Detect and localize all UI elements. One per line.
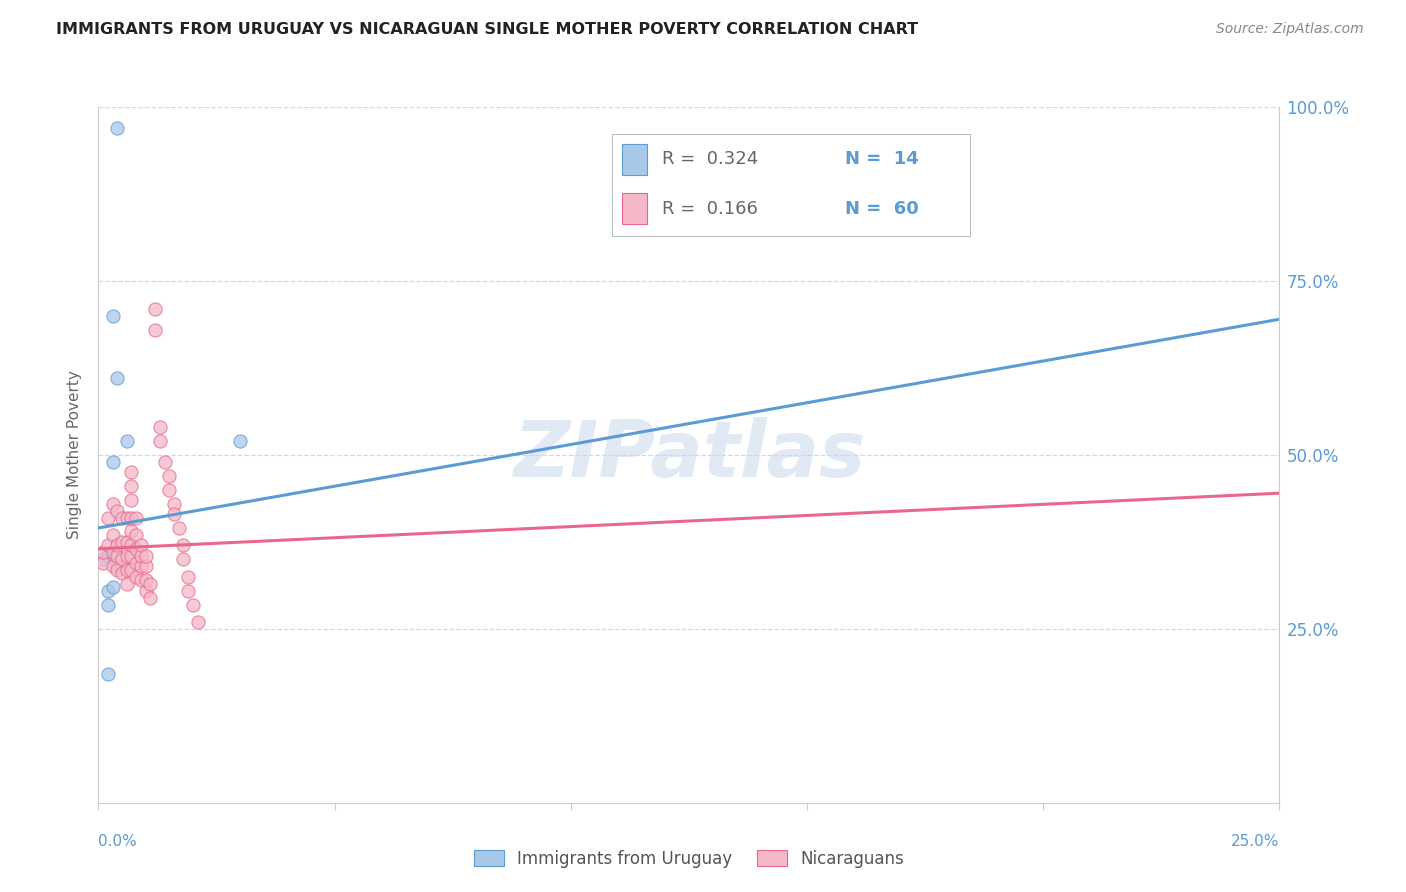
Point	[125, 556, 148, 570]
Point	[121, 538, 143, 552]
Point	[105, 559, 128, 574]
Point	[167, 521, 190, 535]
Point	[97, 549, 120, 563]
Y-axis label: Single Mother Poverty: Single Mother Poverty	[67, 370, 83, 540]
Text: Source: ZipAtlas.com: Source: ZipAtlas.com	[1216, 22, 1364, 37]
Point	[125, 510, 148, 524]
Point	[111, 552, 134, 566]
Point	[91, 552, 114, 566]
Text: N =  14: N = 14	[845, 151, 918, 169]
Point	[97, 510, 120, 524]
Point	[97, 583, 120, 598]
Point	[121, 524, 143, 539]
Point	[149, 434, 172, 448]
Point	[121, 493, 143, 508]
Point	[229, 434, 252, 448]
Point	[135, 573, 157, 587]
Point	[97, 538, 120, 552]
Point	[115, 576, 138, 591]
Point	[115, 434, 138, 448]
Point	[125, 528, 148, 542]
Text: N =  60: N = 60	[845, 200, 918, 218]
Point	[172, 552, 194, 566]
Point	[111, 559, 134, 574]
Point	[163, 507, 186, 521]
Text: 0.0%: 0.0%	[98, 834, 138, 849]
Point	[101, 545, 124, 559]
Point	[97, 667, 120, 681]
Point	[101, 455, 124, 469]
Point	[97, 598, 120, 612]
Point	[157, 468, 180, 483]
Point	[129, 559, 152, 574]
Point	[125, 570, 148, 584]
Point	[105, 563, 128, 577]
Point	[143, 301, 166, 316]
Point	[177, 583, 200, 598]
Point	[121, 549, 143, 563]
Point	[105, 371, 128, 385]
Point	[91, 556, 114, 570]
Point	[105, 503, 128, 517]
Point	[143, 323, 166, 337]
Text: 25.0%: 25.0%	[1232, 834, 1279, 849]
FancyBboxPatch shape	[623, 145, 647, 175]
Point	[149, 420, 172, 434]
Point	[129, 538, 152, 552]
Point	[101, 580, 124, 594]
Point	[111, 510, 134, 524]
Point	[139, 591, 162, 605]
Point	[139, 576, 162, 591]
Text: R =  0.324: R = 0.324	[662, 151, 758, 169]
Point	[181, 598, 204, 612]
Point	[135, 583, 157, 598]
Point	[101, 309, 124, 323]
Point	[101, 497, 124, 511]
Text: R =  0.166: R = 0.166	[662, 200, 758, 218]
Point	[115, 549, 138, 563]
Point	[115, 510, 138, 524]
Text: ZIPatlas: ZIPatlas	[513, 417, 865, 493]
Point	[129, 573, 152, 587]
Point	[115, 535, 138, 549]
Point	[121, 563, 143, 577]
Point	[121, 510, 143, 524]
Point	[105, 120, 128, 135]
Point	[172, 538, 194, 552]
Point	[105, 538, 128, 552]
Point	[111, 535, 134, 549]
Point	[125, 541, 148, 556]
Point	[91, 545, 114, 559]
FancyBboxPatch shape	[623, 194, 647, 224]
Point	[163, 497, 186, 511]
Text: IMMIGRANTS FROM URUGUAY VS NICARAGUAN SINGLE MOTHER POVERTY CORRELATION CHART: IMMIGRANTS FROM URUGUAY VS NICARAGUAN SI…	[56, 22, 918, 37]
Point	[129, 549, 152, 563]
Point	[187, 615, 209, 629]
Point	[101, 559, 124, 574]
Point	[153, 455, 176, 469]
Point	[157, 483, 180, 497]
Point	[135, 549, 157, 563]
Point	[111, 566, 134, 581]
Point	[135, 559, 157, 574]
Point	[177, 570, 200, 584]
Point	[121, 466, 143, 480]
Point	[105, 549, 128, 563]
Point	[115, 563, 138, 577]
Point	[121, 479, 143, 493]
Point	[101, 528, 124, 542]
Legend: Immigrants from Uruguay, Nicaraguans: Immigrants from Uruguay, Nicaraguans	[467, 844, 911, 875]
